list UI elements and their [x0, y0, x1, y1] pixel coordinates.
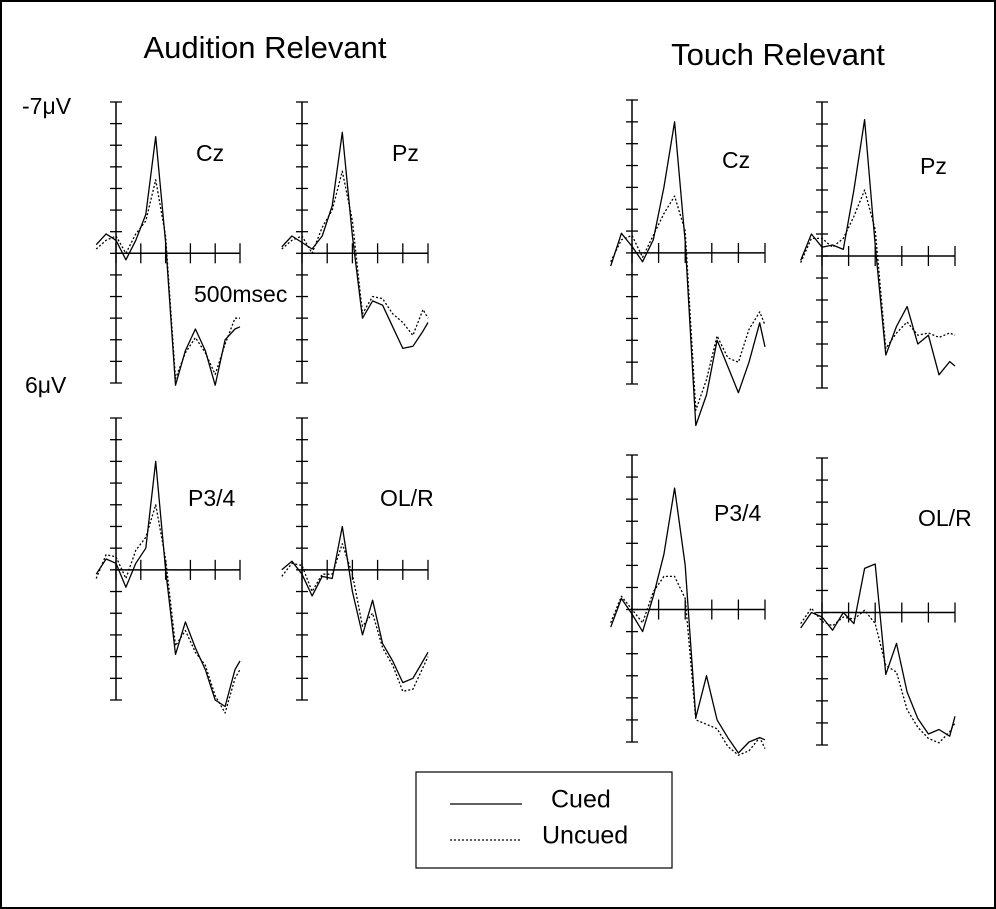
waveform: [800, 118, 956, 376]
legend-box: [415, 771, 673, 869]
panel-label: Pz: [392, 140, 419, 166]
waveform: [610, 121, 766, 427]
group-title: Audition Relevant: [144, 30, 387, 65]
waveform: [610, 487, 766, 754]
legend-label: Cued: [551, 786, 611, 814]
waveform: [95, 135, 241, 386]
panel-label: Cz: [196, 140, 224, 166]
x-label: 500msec: [194, 281, 287, 307]
waveform: [281, 170, 429, 337]
y-bottom-label: 6μV: [25, 372, 67, 398]
panel-label: Pz: [920, 153, 947, 179]
panel-label: Cz: [722, 147, 750, 173]
panel-label: OL/R: [918, 505, 972, 531]
panel-label: P3/4: [714, 500, 762, 526]
waveform: [281, 131, 429, 350]
waveform: [610, 195, 766, 411]
legend-label: Uncued: [542, 822, 628, 850]
waveform: [281, 525, 429, 684]
panel-label: OL/R: [380, 485, 434, 511]
waveform: [800, 189, 956, 350]
waveform: [800, 607, 956, 744]
panel-label: P3/4: [188, 485, 236, 511]
waveform: [95, 179, 240, 380]
y-top-label: -7μV: [22, 93, 72, 119]
waveform: [281, 543, 429, 692]
group-title: Touch Relevant: [671, 37, 885, 72]
